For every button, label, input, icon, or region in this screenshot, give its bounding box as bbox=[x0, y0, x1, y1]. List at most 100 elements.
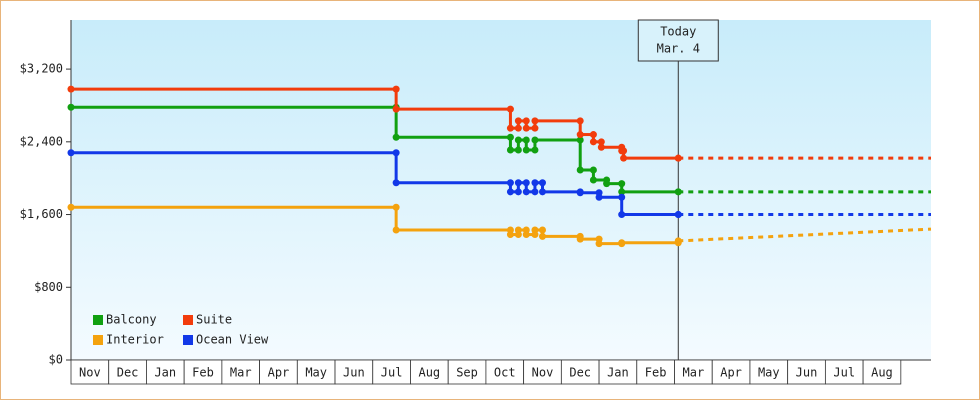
point-marker bbox=[576, 166, 584, 174]
point-marker bbox=[514, 136, 522, 144]
x-tick-label: Nov bbox=[79, 366, 101, 380]
point-marker bbox=[506, 231, 514, 239]
point-marker bbox=[67, 149, 75, 157]
step-corner-marker bbox=[506, 133, 514, 141]
x-category-cell bbox=[523, 359, 562, 385]
legend-swatch bbox=[93, 335, 103, 345]
x-tick-label: Mar bbox=[230, 366, 252, 380]
point-marker bbox=[618, 147, 626, 155]
today-box bbox=[637, 19, 719, 62]
x-category-cell bbox=[108, 359, 147, 385]
point-marker bbox=[522, 146, 530, 154]
point-marker bbox=[506, 124, 514, 132]
x-tick-label: Apr bbox=[268, 366, 290, 380]
series bbox=[67, 85, 931, 162]
step-corner-marker bbox=[506, 179, 514, 187]
y-tick-label: $2,400 bbox=[20, 134, 63, 148]
x-category-cell bbox=[485, 359, 525, 385]
y-tick-label: $800 bbox=[34, 280, 63, 294]
x-tick-label: Aug bbox=[418, 366, 440, 380]
legend-swatch bbox=[183, 335, 193, 345]
point-marker bbox=[674, 188, 682, 196]
step-corner-marker bbox=[531, 124, 539, 132]
point-marker bbox=[576, 189, 584, 197]
x-category-cell bbox=[146, 359, 185, 385]
point-marker bbox=[674, 237, 682, 245]
point-marker bbox=[67, 203, 75, 211]
point-marker bbox=[392, 133, 400, 141]
legend-label: Interior bbox=[106, 333, 164, 347]
point-marker bbox=[674, 154, 682, 162]
point-marker bbox=[618, 211, 626, 219]
point-marker bbox=[595, 193, 603, 201]
x-category-cell bbox=[711, 359, 751, 385]
x-tick-label: May bbox=[758, 366, 780, 380]
point-marker bbox=[538, 232, 546, 240]
x-category-cell bbox=[636, 359, 675, 385]
today-label: Mar. 4 bbox=[657, 42, 700, 56]
step-corner-marker bbox=[576, 117, 584, 125]
step-corner-marker bbox=[618, 180, 626, 188]
today-label: Today bbox=[660, 25, 696, 39]
point-marker bbox=[576, 131, 584, 139]
x-category-cell bbox=[598, 359, 638, 385]
point-marker bbox=[514, 117, 522, 125]
x-tick-label: Jan bbox=[607, 366, 629, 380]
point-marker bbox=[392, 226, 400, 234]
x-category-cell bbox=[824, 359, 864, 385]
step-corner-marker bbox=[531, 146, 539, 154]
x-tick-label: Jul bbox=[381, 366, 403, 380]
point-marker bbox=[589, 176, 597, 184]
point-marker bbox=[538, 188, 546, 196]
point-marker bbox=[506, 188, 514, 196]
point-marker bbox=[67, 85, 75, 93]
step-corner-marker bbox=[392, 85, 400, 93]
y-tick-label: $0 bbox=[49, 353, 63, 367]
step-corner-marker bbox=[531, 188, 539, 196]
point-marker bbox=[506, 146, 514, 154]
step-corner-marker bbox=[589, 131, 597, 139]
x-tick-label: Dec bbox=[569, 366, 591, 380]
point-marker bbox=[589, 138, 597, 146]
step-corner-marker bbox=[538, 226, 546, 234]
plot-area bbox=[71, 20, 931, 360]
x-tick-label: Sep bbox=[456, 366, 478, 380]
point-marker bbox=[597, 143, 605, 151]
x-tick-label: Jun bbox=[796, 366, 818, 380]
x-category-cell bbox=[410, 359, 449, 385]
point-marker bbox=[620, 154, 628, 162]
x-category-cell bbox=[183, 359, 223, 385]
x-tick-label: Aug bbox=[871, 366, 893, 380]
x-tick-label: Jan bbox=[154, 366, 176, 380]
series bbox=[67, 149, 931, 219]
point-marker bbox=[618, 239, 626, 247]
point-marker bbox=[531, 179, 539, 187]
point-marker bbox=[618, 188, 626, 196]
x-tick-label: Apr bbox=[720, 366, 742, 380]
x-tick-label: Nov bbox=[532, 366, 554, 380]
step-corner-marker bbox=[514, 124, 522, 132]
x-category-cell bbox=[334, 359, 374, 385]
y-tick-label: $1,600 bbox=[20, 207, 63, 221]
point-marker bbox=[522, 124, 530, 132]
x-tick-label: Oct bbox=[494, 366, 516, 380]
step-corner-marker bbox=[597, 138, 605, 146]
x-category-cell bbox=[787, 359, 826, 385]
step-corner-marker bbox=[506, 105, 514, 113]
x-category-cell bbox=[749, 359, 789, 385]
series bbox=[67, 103, 931, 196]
point-marker bbox=[531, 117, 539, 125]
x-tick-label: May bbox=[305, 366, 327, 380]
x-tick-label: Jul bbox=[833, 366, 855, 380]
step-corner-marker bbox=[522, 179, 530, 187]
step-corner-marker bbox=[514, 146, 522, 154]
x-tick-label: Dec bbox=[117, 366, 139, 380]
x-tick-label: Feb bbox=[645, 366, 667, 380]
point-marker bbox=[531, 226, 539, 234]
step-corner-marker bbox=[538, 179, 546, 187]
step-corner-marker bbox=[589, 166, 597, 174]
step-corner-marker bbox=[618, 193, 626, 201]
series bbox=[67, 203, 932, 248]
x-category-cell bbox=[70, 359, 110, 385]
legend-swatch bbox=[183, 315, 193, 325]
